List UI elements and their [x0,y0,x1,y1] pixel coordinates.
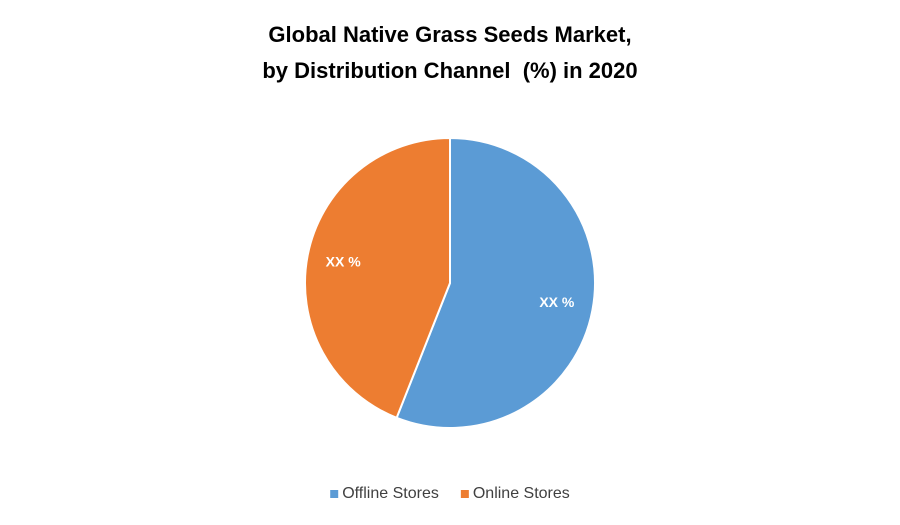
legend-label: Online Stores [473,485,570,502]
legend-swatch [330,490,339,498]
legend-swatch [460,490,469,498]
data-label: XX % [539,294,575,310]
data-label: XX % [326,253,362,269]
pie-slice [395,136,596,429]
legend-label: Offline Stores [342,485,439,502]
chart-title: Global Native Grass Seeds Market, [268,22,631,47]
pie-slice [304,136,451,420]
chart-title: by Distribution Channel (%) in 2020 [262,58,637,83]
